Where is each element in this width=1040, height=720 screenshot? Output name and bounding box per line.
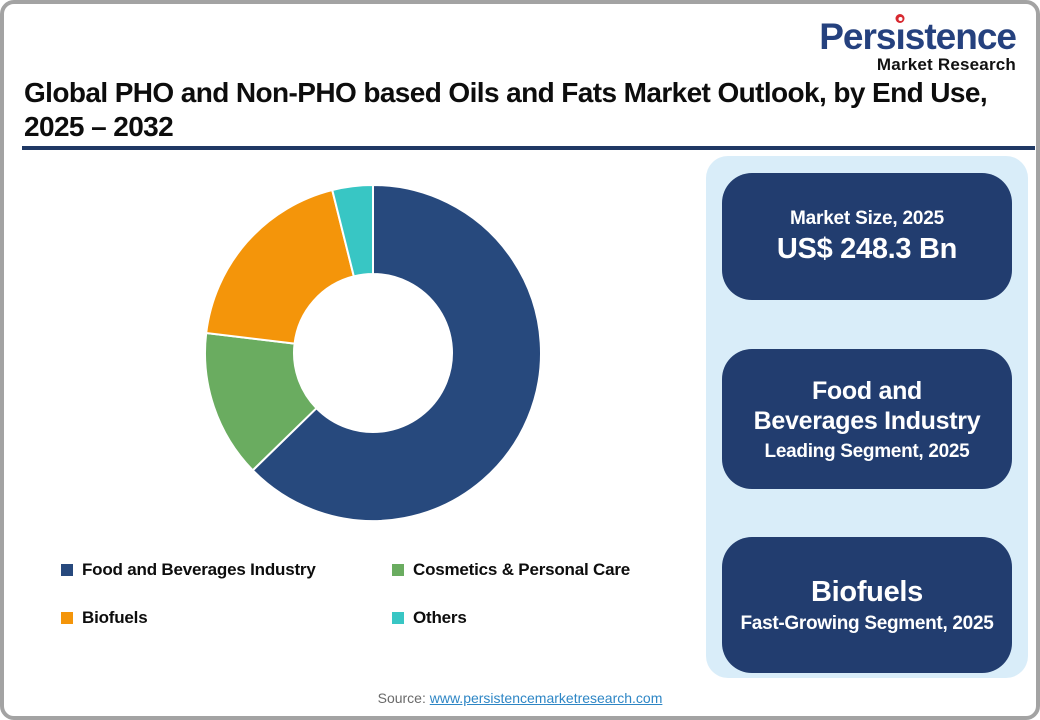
logo-i-letter: ı [895, 14, 906, 57]
source-link[interactable]: www.persistencemarketresearch.com [429, 690, 663, 706]
leading-segment-title-line1: Food and [811, 376, 923, 405]
logo-tagline: Market Research [876, 55, 1016, 74]
legend-swatch-icon [61, 564, 73, 576]
legend-item-cosmetics-personal-care: Cosmetics & Personal Care [392, 560, 630, 580]
leading-segment-box: Food and Beverages Industry Leading Segm… [722, 349, 1012, 489]
title-underline [22, 146, 1035, 150]
logo-wordmark: Persı stence [819, 14, 1017, 57]
logo: Persı stence Market Research [819, 14, 1017, 74]
page-title-line2: 2025 – 2032 [24, 111, 174, 143]
legend-item-food-and-beverages: Food and Beverages Industry [61, 560, 316, 580]
page-title: Global PHO and Non-PHO based Oils and Fa… [24, 76, 1028, 144]
legend-item-others: Others [392, 608, 467, 628]
donut-slice-0 [251, 183, 542, 522]
donut-chart-container [203, 183, 543, 523]
market-size-label: Market Size, 2025 [790, 207, 944, 229]
leading-segment-subtitle: Leading Segment, 2025 [764, 440, 970, 462]
fast-growing-title: Biofuels [811, 575, 923, 608]
donut-slice-3 [331, 183, 374, 278]
donut-slice-2 [205, 188, 356, 345]
legend-label: Biofuels [82, 608, 148, 627]
fast-growing-subtitle: Fast-Growing Segment, 2025 [740, 612, 994, 634]
legend-swatch-icon [392, 612, 404, 624]
legend-label: Food and Beverages Industry [82, 560, 316, 579]
market-size-box: Market Size, 2025 US$ 248.3 Bn [722, 173, 1012, 300]
legend-label: Others [413, 608, 467, 627]
leading-segment-title-line2: Beverages Industry [753, 407, 981, 435]
source-line: Source: www.persistencemarketresearch.co… [4, 690, 1036, 706]
fast-growing-segment-box: Biofuels Fast-Growing Segment, 2025 [722, 537, 1012, 673]
market-size-value: US$ 248.3 Bn [776, 232, 958, 265]
legend-label: Cosmetics & Personal Care [413, 560, 631, 579]
legend-item-biofuels: Biofuels [61, 608, 148, 628]
page-title-line1: Global PHO and Non-PHO based Oils and Fa… [24, 77, 988, 108]
logo-red-dot-icon [895, 14, 905, 23]
donut-chart [204, 183, 542, 522]
legend-swatch-icon [61, 612, 73, 624]
highlights-panel: Market Size, 2025 US$ 248.3 Bn Food and … [706, 156, 1028, 678]
legend-swatch-icon [392, 564, 404, 576]
chart-legend: Food and Beverages Industry Cosmetics & … [61, 555, 691, 635]
source-label: Source: [377, 690, 426, 706]
